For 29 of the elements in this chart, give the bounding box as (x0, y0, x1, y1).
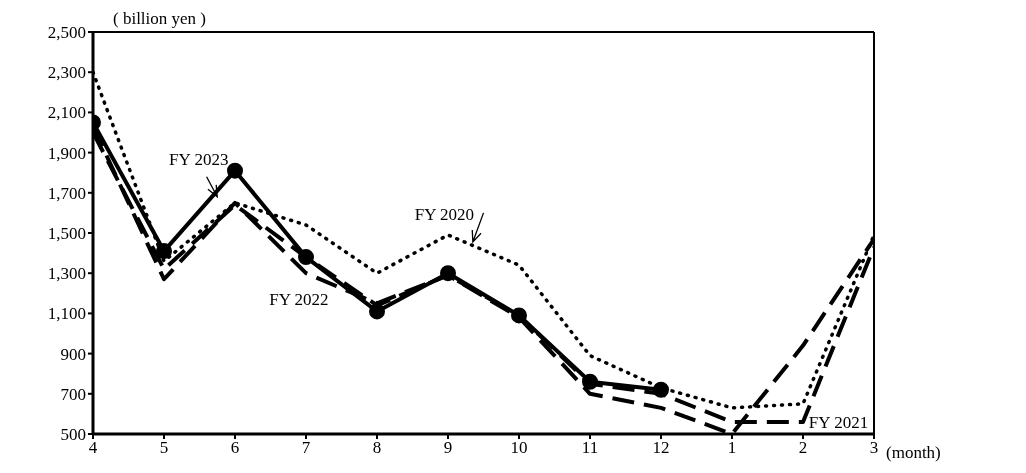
series-label: FY 2020 (414, 204, 475, 224)
x-tick-label: 11 (581, 438, 599, 458)
x-tick-label: 8 (372, 438, 382, 458)
y-tick-label: 2,100 (47, 103, 86, 123)
y-axis-title: ( billion yen ) (113, 9, 207, 28)
y-tick-label: 700 (60, 384, 86, 404)
x-tick-label: 10 (510, 438, 528, 458)
y-tick-label: 1,900 (47, 143, 86, 163)
x-tick-label: 5 (159, 438, 169, 458)
x-tick-label: 7 (301, 438, 311, 458)
y-tick-label: 2,500 (47, 23, 86, 43)
y-tick-label: 900 (60, 344, 86, 364)
y-tick-label: 1,700 (47, 183, 86, 203)
x-tick-label: 9 (443, 438, 453, 458)
x-tick-label: 12 (652, 438, 670, 458)
x-axis-title: (month) (886, 443, 941, 462)
x-tick-label: 3 (869, 438, 879, 458)
series-label: FY 2021 (808, 413, 869, 433)
x-tick-label: 2 (798, 438, 808, 458)
series-label: FY 2022 (269, 290, 329, 310)
x-tick-label: 4 (88, 438, 98, 458)
y-tick-label: 2,300 (47, 63, 86, 83)
series-label: FY 2023 (169, 150, 229, 170)
x-tick-label: 6 (230, 438, 240, 458)
x-tick-label: 1 (727, 438, 737, 458)
y-tick-label: 500 (60, 425, 86, 445)
y-tick-label: 1,100 (47, 304, 86, 324)
y-tick-label: 1,300 (47, 264, 86, 284)
y-tick-label: 1,500 (47, 224, 86, 244)
